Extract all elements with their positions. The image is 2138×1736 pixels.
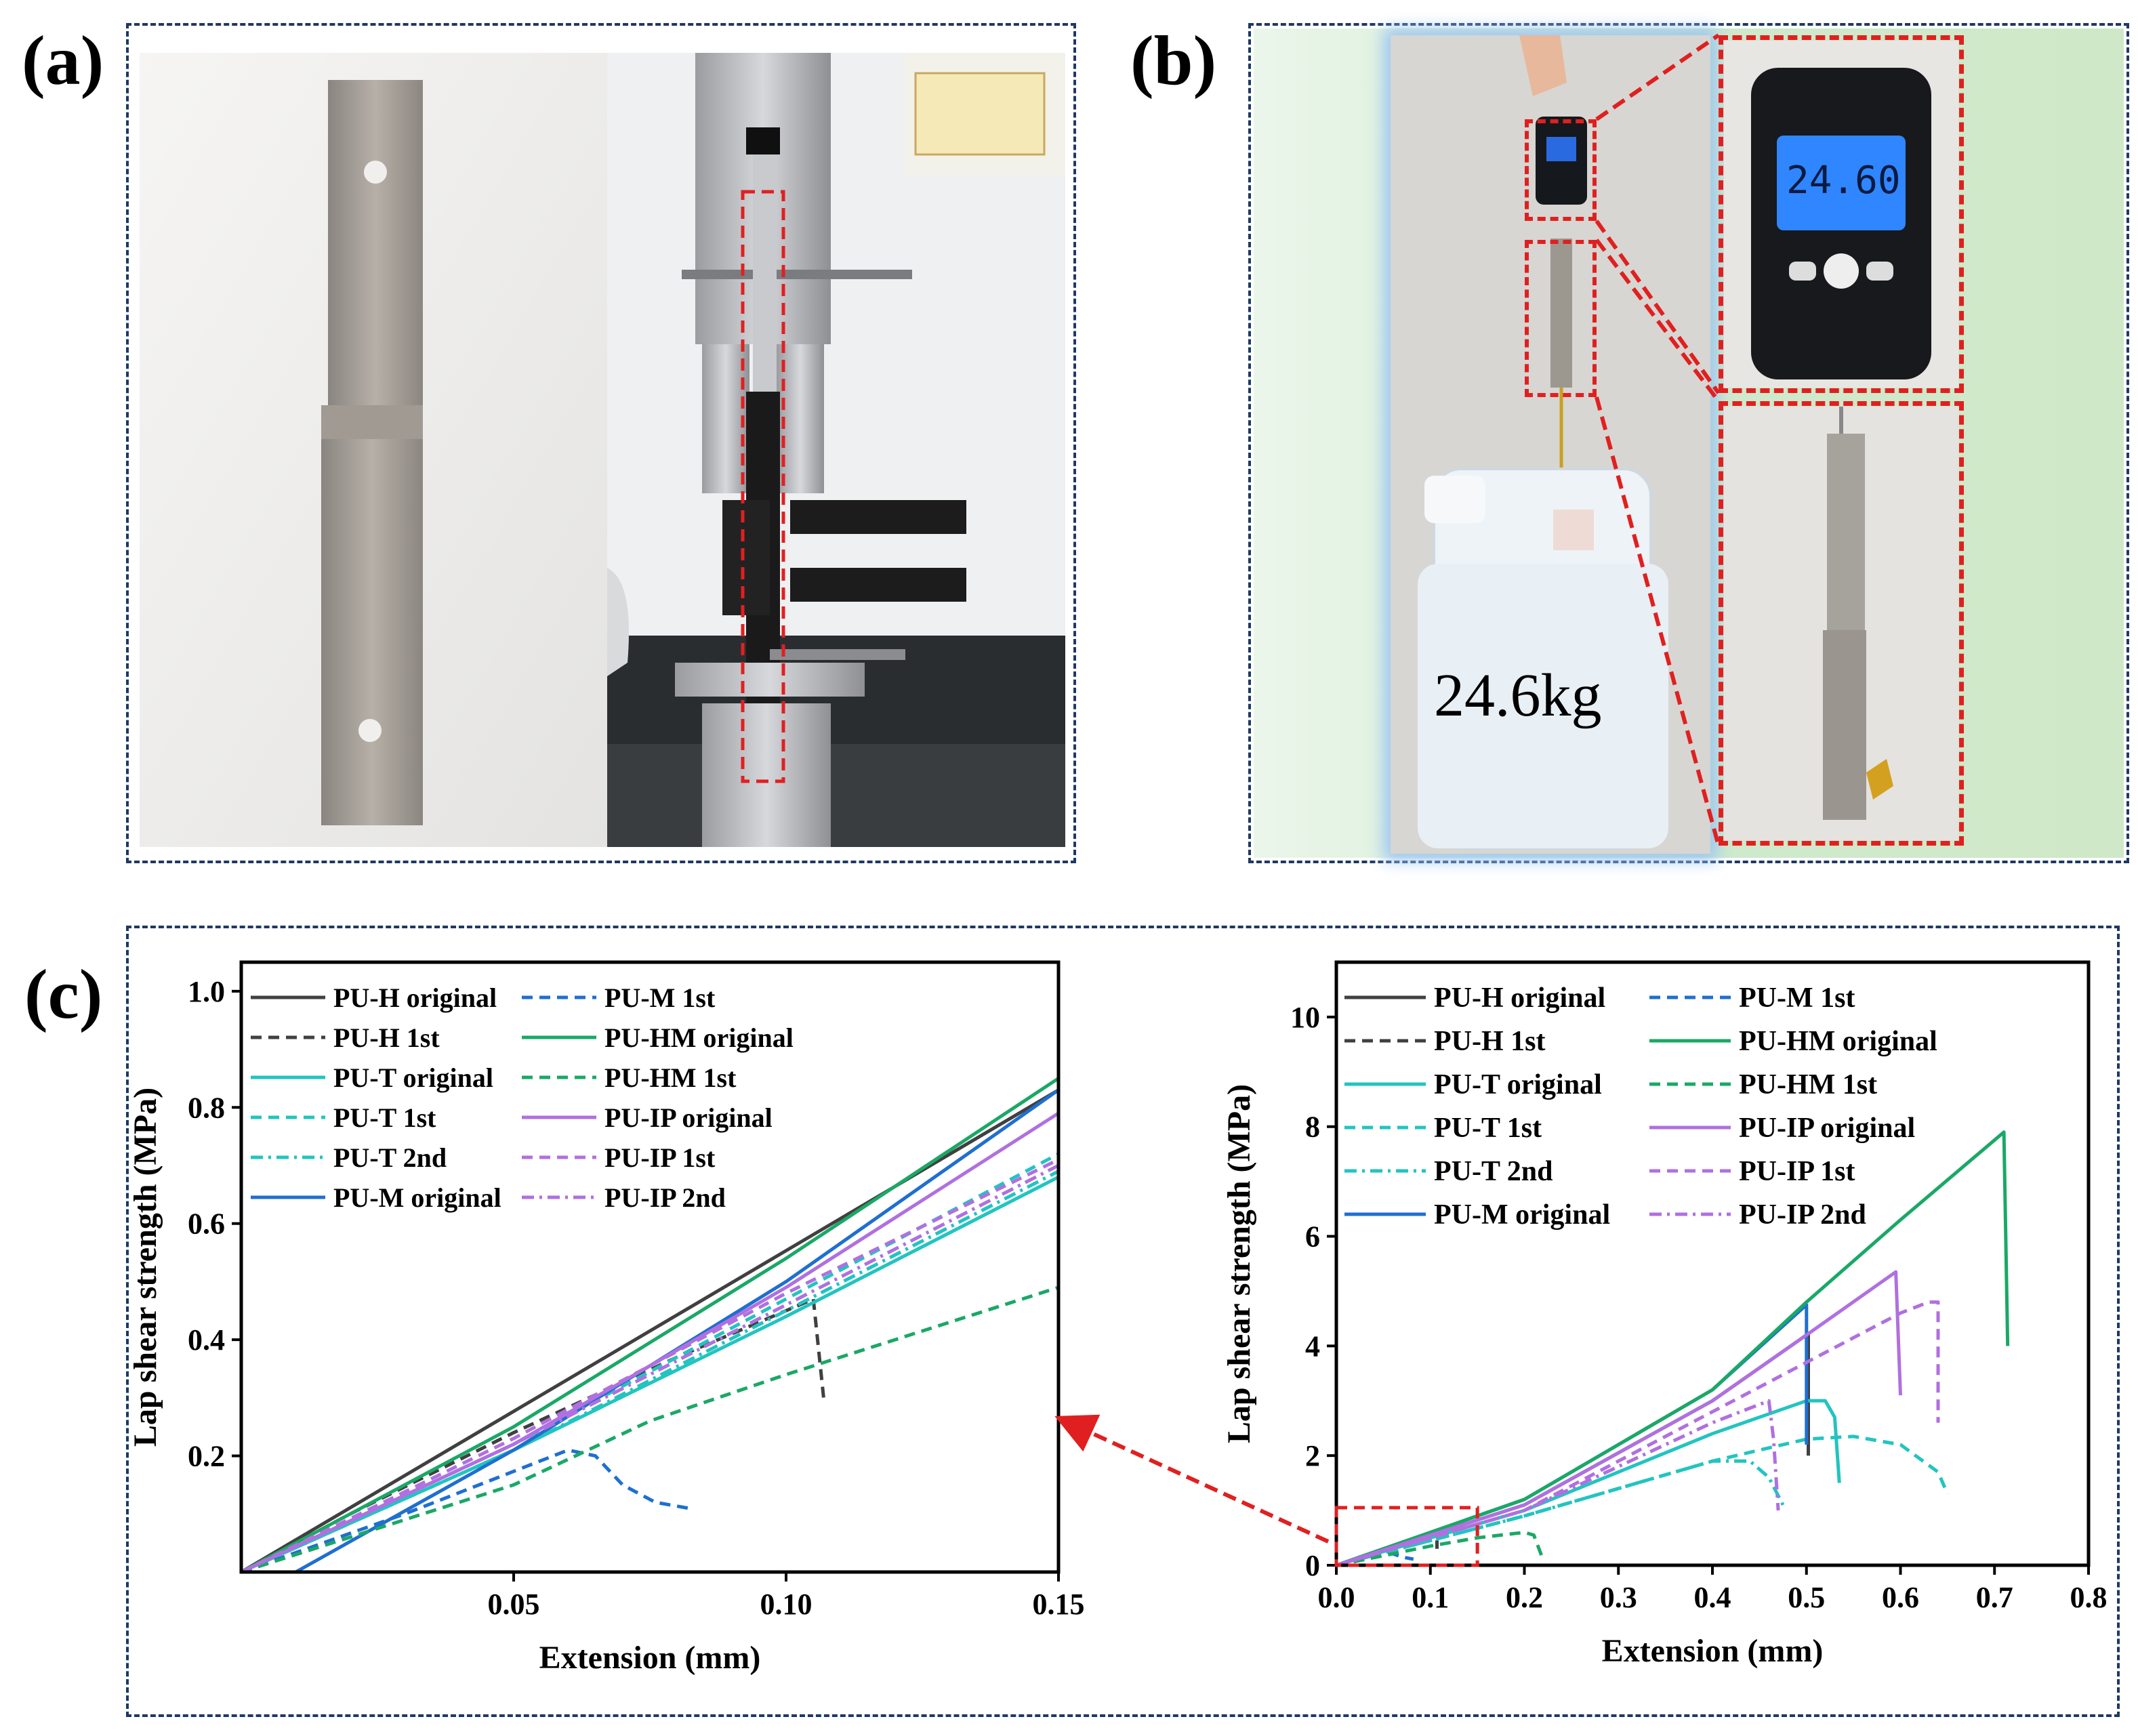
legend-entry: PU-H original	[333, 983, 497, 1013]
highlight-box-scale	[1525, 119, 1597, 221]
y-tick-label: 4	[1305, 1329, 1320, 1363]
series-line-pu-hm-1st	[241, 1285, 1058, 1572]
y-tick-label: 1.0	[188, 975, 225, 1008]
legend-entry: PU-IP 1st	[604, 1142, 716, 1173]
legend-entry: PU-IP original	[604, 1102, 773, 1133]
legend-entry: PU-H 1st	[1434, 1026, 1545, 1057]
legend-entry: PU-T 2nd	[1434, 1156, 1553, 1187]
series-line-pu-t-2nd	[1336, 1459, 1785, 1565]
legend-entry: PU-H 1st	[333, 1022, 440, 1053]
chart-full-lap-shear: 0.0 0.1 0.2 0.3 0.4 0.5 0.6 0.7 0.8 0 2 4 6 8 10 Extens…	[1221, 960, 2108, 1669]
series-line-pu-t-2nd	[241, 1170, 1058, 1572]
x-tick-label: 0.5	[1788, 1581, 1825, 1614]
x-tick-label: 0.1	[1412, 1581, 1449, 1614]
scale-display-reading: 24.60	[1786, 159, 1901, 203]
zoom-box-strip	[1719, 401, 1964, 846]
y-axis-label: Lap shear strength (MPa)	[1221, 1084, 1257, 1443]
legend-entry: PU-M original	[1434, 1199, 1610, 1231]
series-line-pu-t-1st	[241, 1152, 1058, 1572]
panel-c-frame	[126, 926, 2120, 1717]
legend-entry: PU-M 1st	[604, 983, 716, 1013]
legend-entry: PU-M original	[333, 1182, 501, 1213]
zoom-scale-photo	[1724, 41, 1958, 388]
legend-entry: PU-HM original	[604, 1022, 794, 1053]
photo-metal-strip	[140, 53, 607, 847]
series-line-pu-ip-2nd	[1336, 1399, 1780, 1565]
series-line-pu-ip-1st	[241, 1158, 1058, 1572]
legend-entry: PU-HM original	[1739, 1026, 1937, 1057]
legend-entry: PU-H original	[1434, 983, 1605, 1014]
series-line-pu-ip-original	[241, 1111, 1058, 1572]
y-tick-label: 8	[1305, 1111, 1320, 1144]
y-tick-label: 10	[1290, 1001, 1320, 1034]
series-line-pu-hm-original	[241, 1077, 1058, 1572]
y-tick-label: 2	[1305, 1439, 1320, 1472]
legend-entry: PU-IP 2nd	[1739, 1199, 1866, 1231]
legend-entry: PU-IP 1st	[1739, 1156, 1855, 1187]
legend-entry: PU-M 1st	[1739, 983, 1855, 1014]
x-tick-label: 0.8	[2070, 1581, 2108, 1614]
legend-entry: PU-HM 1st	[1739, 1069, 1877, 1100]
panel-a-label: (a)	[22, 22, 104, 100]
x-axis-label: Extension (mm)	[1602, 1633, 1824, 1669]
zoom-box-scale	[1719, 35, 1964, 393]
legend-entry: PU-T original	[1434, 1069, 1602, 1100]
weight-label: 24.6kg	[1434, 662, 1602, 729]
legend-entry: PU-IP 2nd	[604, 1182, 726, 1213]
series-line-pu-t-original	[241, 1175, 1058, 1572]
series-line-pu-h-original	[1336, 1333, 1810, 1565]
legend-entry: PU-T original	[333, 1062, 493, 1093]
highlight-box-specimen	[741, 190, 785, 783]
panel-c-label: (c)	[24, 955, 103, 1033]
panel-b-label: (b)	[1130, 22, 1217, 100]
chart-zoomed-lap-shear: 0.05 0.10 0.15 0.2 0.4 0.6 0.8 1.0 Extension (mm…	[129, 960, 1085, 1676]
photo-hanging-weight	[1391, 35, 1710, 854]
x-tick-label: 0.0	[1318, 1581, 1355, 1614]
x-tick-label: 0.2	[1506, 1581, 1543, 1614]
x-tick-label: 0.7	[1976, 1581, 2013, 1614]
legend-entry: PU-T 1st	[1434, 1113, 1542, 1144]
x-axis-label: Extension (mm)	[539, 1640, 761, 1676]
series-line-pu-m-1st	[1336, 1552, 1414, 1565]
highlight-box-strip	[1525, 240, 1597, 397]
legend-entry: PU-T 1st	[333, 1102, 436, 1133]
legend-entry: PU-IP original	[1739, 1113, 1915, 1144]
series-line-pu-m-original	[1336, 1303, 1809, 1565]
plot-frame	[239, 960, 1061, 1574]
series-line-pu-hm-1st	[1336, 1531, 1545, 1565]
series-line-pu-h-1st	[1336, 1537, 1439, 1565]
series-line-pu-m-1st	[241, 1448, 688, 1572]
x-tick-label: 0.6	[1882, 1581, 1919, 1614]
series-line-pu-ip-1st	[1336, 1300, 1940, 1565]
y-tick-label: 0.4	[188, 1323, 225, 1357]
panel-a-frame	[126, 23, 1076, 863]
zoom-region-box	[1334, 1506, 1479, 1567]
x-tick-label: 0.05	[488, 1588, 540, 1621]
photo-tensile-machine	[607, 53, 1065, 847]
series-line-pu-ip-original	[1336, 1270, 1902, 1565]
y-tick-label: 0.2	[188, 1440, 225, 1473]
series-line-pu-t-1st	[1336, 1434, 1950, 1565]
y-axis-label: Lap shear strength (MPa)	[129, 1088, 163, 1447]
zoom-strip-photo	[1724, 407, 1958, 840]
panel-b-frame	[1248, 23, 2129, 863]
legend-entry: PU-HM 1st	[604, 1062, 737, 1093]
legend-entry: PU-T 2nd	[333, 1142, 447, 1173]
x-tick-label: 0.10	[760, 1588, 813, 1621]
y-tick-label: 0.6	[188, 1207, 225, 1241]
series-line-pu-ip-2nd	[241, 1163, 1058, 1572]
series-line-pu-hm-original	[1336, 1130, 2010, 1565]
y-tick-label: 0	[1305, 1549, 1320, 1582]
x-tick-label: 0.3	[1600, 1581, 1637, 1614]
y-tick-label: 0.8	[188, 1091, 225, 1124]
x-tick-label: 0.15	[1033, 1588, 1085, 1621]
y-tick-label: 6	[1305, 1220, 1320, 1254]
x-tick-label: 0.4	[1694, 1581, 1731, 1614]
